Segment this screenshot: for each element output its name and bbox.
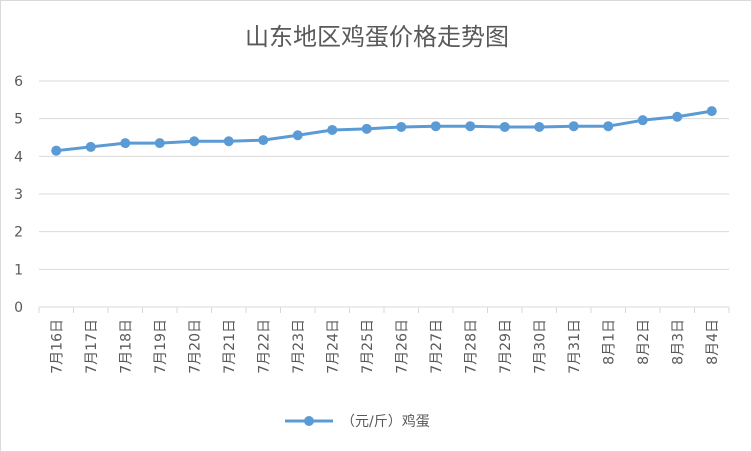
x-tick-label: 8月3日	[670, 319, 686, 365]
x-axis: 7月16日 7月17日 7月18日 7月19日 7月20日 7月21日 7月22日 7月23日…	[38, 307, 730, 374]
x-tick-label: 7月27日	[429, 319, 445, 374]
x-tick-label: 7月28日	[463, 319, 479, 374]
x-tick-label: 8月2日	[636, 319, 652, 365]
legend: （元/斤）鸡蛋	[285, 413, 430, 430]
x-tick-label: 7月31日	[567, 319, 583, 374]
data-point	[361, 123, 372, 134]
y-tick-label: 0	[14, 300, 23, 316]
y-tick-label: 4	[14, 149, 23, 165]
y-tick-label: 2	[14, 225, 23, 241]
data-point	[85, 141, 96, 152]
data-point	[637, 115, 648, 126]
y-tick-label: 5	[14, 112, 23, 128]
data-point	[189, 136, 200, 147]
x-tick-label: 7月19日	[153, 319, 169, 374]
series-layer	[51, 106, 717, 156]
x-tick-label: 7月20日	[187, 319, 203, 374]
data-point	[603, 121, 614, 132]
data-point	[258, 135, 269, 146]
y-tick-label: 3	[14, 187, 23, 203]
data-point	[499, 121, 510, 132]
data-point	[706, 106, 717, 117]
x-tick-label: 7月23日	[291, 319, 307, 374]
data-point	[672, 111, 683, 122]
x-tick-label: 7月29日	[498, 319, 514, 374]
y-tick-label: 1	[14, 262, 23, 278]
data-point	[327, 124, 338, 135]
legend-label: （元/斤）鸡蛋	[341, 413, 430, 430]
x-tick-label: 8月4日	[705, 319, 721, 365]
gridlines	[39, 80, 729, 308]
x-tick-label: 7月17日	[84, 319, 100, 374]
x-tick-label: 7月22日	[256, 319, 272, 374]
data-point	[154, 138, 165, 149]
legend-marker	[304, 416, 314, 426]
x-tick-label: 7月26日	[394, 319, 410, 374]
x-tick-label: 7月30日	[532, 319, 548, 374]
data-point	[534, 121, 545, 132]
x-tick-label: 8月1日	[601, 319, 617, 365]
data-point	[292, 130, 303, 141]
data-point	[51, 145, 62, 156]
y-axis-ticks: 0 1 2 3 4 5 6	[14, 74, 23, 316]
data-point	[223, 136, 234, 147]
chart-title: 山东地区鸡蛋价格走势图	[245, 23, 509, 51]
x-tick-label: 7月21日	[222, 319, 238, 374]
x-tick-label: 7月24日	[325, 319, 341, 374]
data-point	[396, 121, 407, 132]
data-point	[120, 138, 131, 149]
data-point	[465, 121, 476, 132]
x-tick-label: 7月25日	[360, 319, 376, 374]
x-tick-label: 7月16日	[49, 319, 65, 374]
series-line-0	[56, 109, 712, 153]
data-point	[430, 121, 441, 132]
data-point	[568, 121, 579, 132]
x-tick-label: 7月18日	[118, 319, 134, 374]
y-tick-label: 6	[14, 74, 23, 90]
